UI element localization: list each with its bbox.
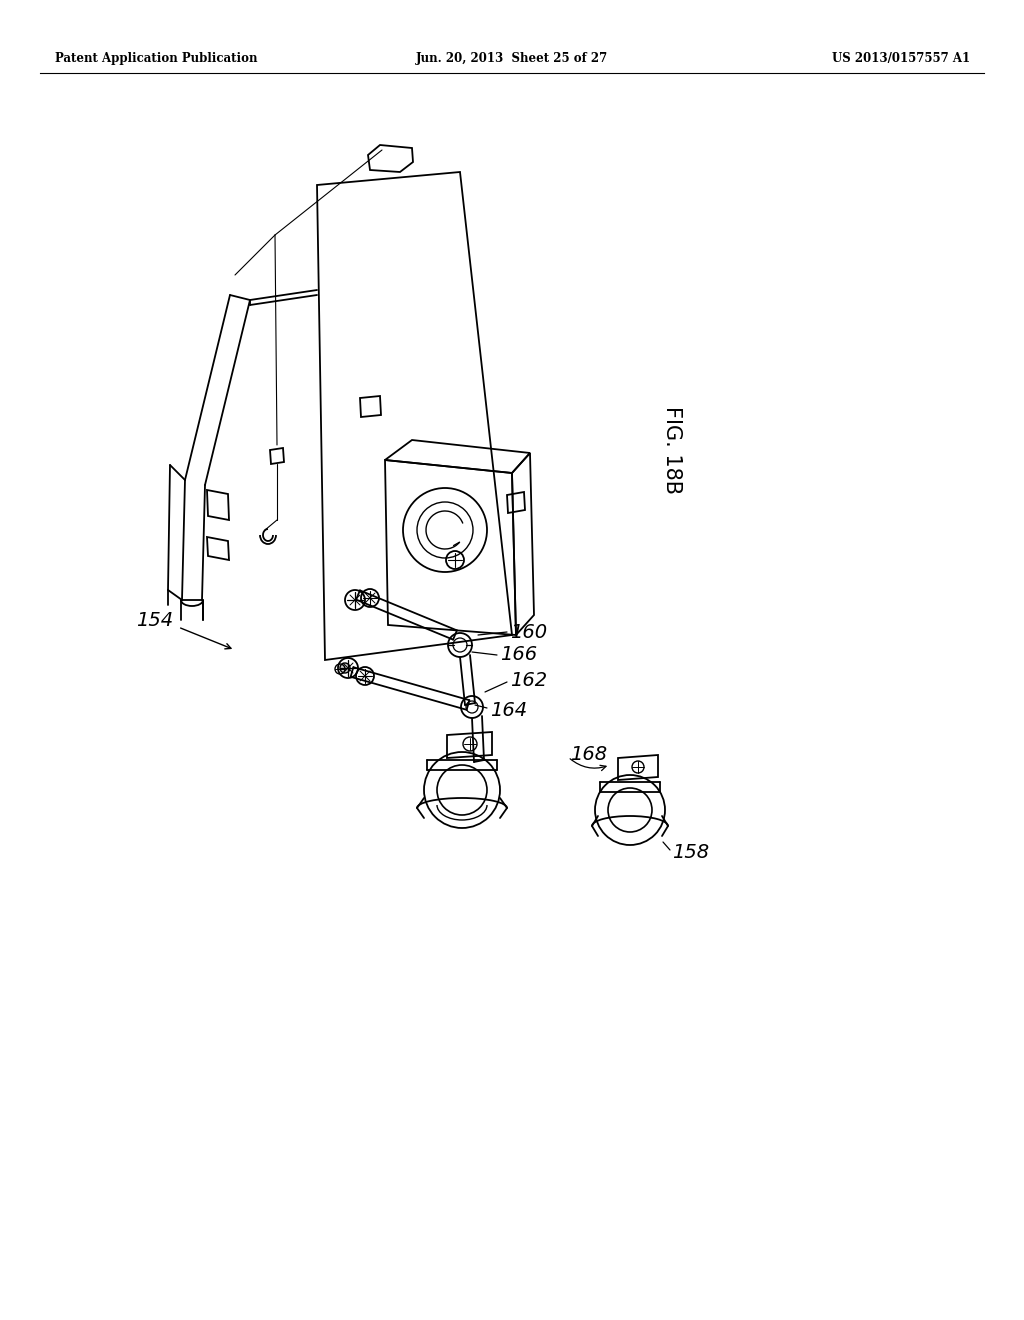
Text: 166: 166 xyxy=(500,645,538,664)
Text: US 2013/0157557 A1: US 2013/0157557 A1 xyxy=(831,51,970,65)
Text: 164: 164 xyxy=(490,701,527,719)
Text: 154: 154 xyxy=(136,610,173,630)
Text: 160: 160 xyxy=(510,623,547,642)
Text: Jun. 20, 2013  Sheet 25 of 27: Jun. 20, 2013 Sheet 25 of 27 xyxy=(416,51,608,65)
Text: 162: 162 xyxy=(510,671,547,689)
Text: FIG. 18B: FIG. 18B xyxy=(662,407,682,494)
Text: 158: 158 xyxy=(672,842,710,862)
Text: Patent Application Publication: Patent Application Publication xyxy=(55,51,257,65)
Text: 168: 168 xyxy=(570,746,607,764)
Circle shape xyxy=(340,663,350,673)
